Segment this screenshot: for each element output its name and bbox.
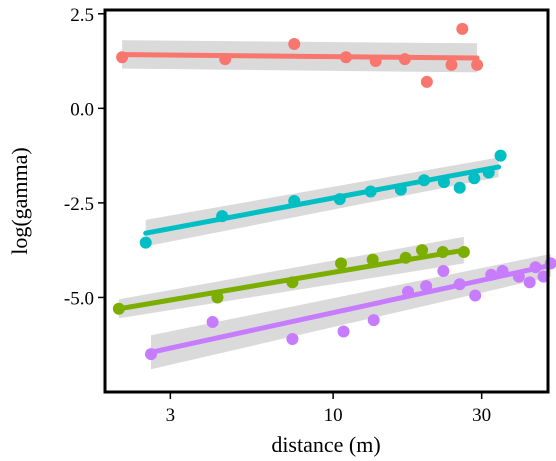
data-point-1-2: [219, 53, 232, 66]
data-point-1-6: [398, 53, 411, 66]
data-point-4-1: [145, 348, 158, 361]
data-point-4-11: [485, 268, 498, 281]
x-axis-label: distance (m): [271, 432, 380, 457]
data-point-3-7: [416, 244, 429, 257]
fit-line-1: [119, 52, 480, 61]
data-point-4-12: [496, 264, 509, 277]
data-point-3-4: [335, 257, 348, 270]
y-tick-label: 2.5: [70, 5, 94, 26]
data-point-2-9: [453, 181, 466, 194]
data-point-3-3: [286, 276, 299, 289]
data-point-4-15: [529, 261, 542, 274]
data-point-3-6: [399, 251, 412, 264]
data-point-2-7: [418, 174, 431, 187]
y-tick-label: -5.0: [64, 288, 94, 309]
data-point-4-5: [367, 314, 380, 327]
data-point-4-13: [512, 270, 525, 283]
data-point-4-3: [286, 333, 299, 346]
data-point-2-5: [364, 185, 377, 198]
data-point-3-9: [457, 246, 470, 259]
data-point-2-3: [288, 195, 301, 207]
data-point-2-12: [494, 149, 507, 162]
data-point-4-7: [420, 280, 433, 293]
x-tick-label: 10: [324, 405, 343, 426]
data-point-2-4: [333, 193, 346, 206]
data-point-2-10: [468, 172, 481, 185]
data-point-4-6: [402, 285, 415, 298]
data-point-4-8: [437, 264, 450, 277]
data-point-4-10: [469, 289, 482, 302]
data-point-1-1: [116, 51, 129, 64]
data-point-1-5: [369, 55, 382, 68]
data-point-3-5: [366, 253, 379, 266]
data-point-1-8: [445, 58, 458, 71]
data-points: [112, 22, 556, 361]
confidence-band-4: [151, 253, 551, 370]
data-point-3-8: [436, 246, 449, 259]
x-tick-label: 3: [166, 405, 176, 426]
data-point-4-2: [206, 316, 219, 329]
data-point-1-9: [456, 22, 469, 35]
data-point-1-4: [340, 51, 353, 64]
plot-border: [103, 8, 550, 394]
data-point-3-1: [112, 302, 125, 315]
data-point-2-8: [437, 176, 450, 189]
y-tick-label: -2.5: [64, 194, 94, 215]
axis-ticks: 3 10 30 2.5 0.0 -2.5 -5.0: [64, 5, 491, 426]
data-point-4-4: [337, 325, 350, 338]
data-point-4-9: [453, 278, 466, 291]
y-axis-label: log(gamma): [7, 147, 32, 255]
data-point-3-2: [211, 291, 224, 304]
fit-line-4: [148, 262, 554, 355]
y-tick-label: 0.0: [70, 99, 94, 120]
data-point-1-10: [471, 58, 484, 71]
x-tick-label: 30: [472, 405, 491, 426]
data-point-1-3: [288, 38, 301, 51]
data-point-4-14: [523, 276, 536, 289]
data-point-2-1: [139, 236, 152, 249]
data-point-2-6: [394, 183, 407, 196]
data-point-2-2: [216, 210, 229, 223]
data-point-1-7: [420, 75, 433, 88]
data-point-2-11: [482, 166, 495, 179]
